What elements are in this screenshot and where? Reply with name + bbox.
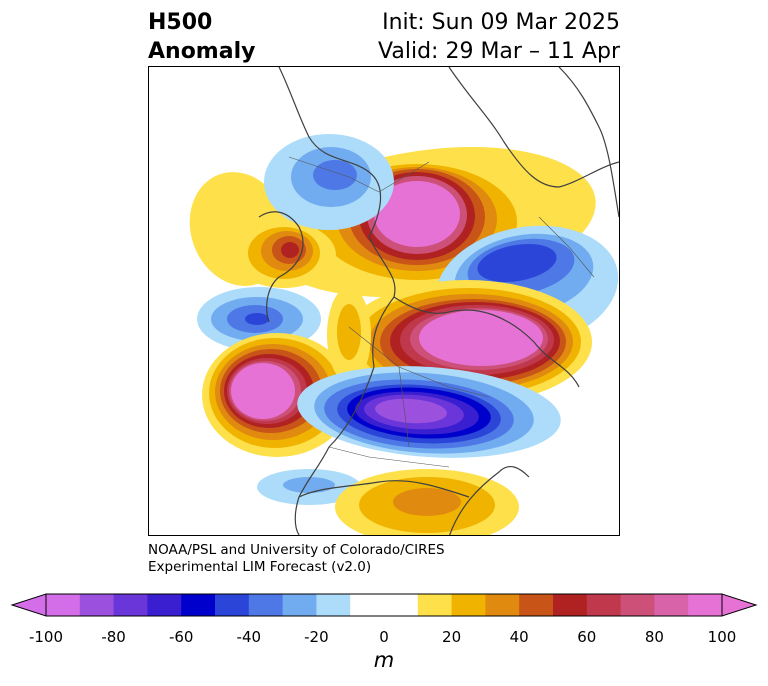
credit-line-1: NOAA/PSL and University of Colorado/CIRE…: [148, 542, 445, 558]
colorbar-segment: [688, 594, 723, 616]
colorbar-tick-label: -100: [28, 628, 64, 646]
country-borders: [288, 156, 595, 468]
colorbar-segment: [147, 594, 182, 616]
positive-anomaly-gulf: [335, 469, 519, 535]
colorbar-tick-label: -60: [168, 628, 194, 646]
colorbar-border: [45, 593, 723, 617]
colorbar-segment: [485, 594, 520, 616]
colorbar-tick-label: 20: [442, 628, 462, 646]
colorbar-segment: [586, 594, 622, 616]
map-title: H500 Anomaly: [148, 8, 255, 66]
colorbar-segment: [417, 594, 453, 616]
colorbar-segment: [654, 594, 689, 616]
positive-anomaly-atlantic: [189, 172, 336, 288]
colorbar-extend-high: [721, 593, 758, 617]
anomaly-map: [148, 66, 620, 536]
colorbar-extend-low: [10, 593, 47, 617]
colorbar-tick-label: -20: [304, 628, 329, 646]
colorbar: [10, 593, 758, 617]
credit-text: NOAA/PSL and University of Colorado/CIRE…: [148, 542, 445, 576]
valid-period: Valid: 29 Mar – 11 Apr: [378, 39, 620, 64]
coastlines: [258, 67, 619, 535]
negative-anomaly-east-pacific: [257, 469, 361, 505]
colorbar-tick-label: 40: [509, 628, 529, 646]
negative-anomaly-north-america: [297, 366, 561, 458]
colorbar-segment: [620, 594, 655, 616]
init-date: Init: Sun 09 Mar 2025: [382, 10, 620, 35]
map-canvas: [189, 67, 619, 535]
colorbar-tick-label: 80: [644, 628, 664, 646]
colorbar-segment: [113, 594, 148, 616]
colorbar-segment: [316, 594, 351, 616]
colorbar-segment: [46, 594, 81, 616]
colorbar-segment: [181, 594, 216, 616]
colorbar-segment: [79, 594, 115, 616]
colorbar-tick-label: 60: [577, 628, 597, 646]
negative-anomaly-northeast-russia: [264, 134, 394, 230]
title-field: Anomaly: [148, 39, 256, 64]
colorbar-tick-label: -80: [101, 628, 126, 646]
colorbar-segment: [451, 594, 486, 616]
positive-anomaly-alaska: [327, 287, 371, 383]
colorbar-unit-label: m: [373, 648, 395, 672]
colorbar-segment: [553, 594, 588, 616]
colorbar-tick-label: 100: [707, 628, 737, 646]
colorbar-segment: [519, 594, 554, 616]
credit-line-2: Experimental LIM Forecast (v2.0): [148, 559, 372, 575]
colorbar-segment: [215, 594, 250, 616]
colorbar-segment: [350, 594, 385, 616]
forecast-dates: Init: Sun 09 Mar 2025 Valid: 29 Mar – 11…: [378, 8, 620, 66]
colorbar-segment: [384, 594, 419, 616]
colorbar-tick-label: 0: [379, 628, 389, 646]
colorbar-segment: [282, 594, 317, 616]
colorbar-tick-label: -40: [236, 628, 262, 646]
title-variable: H500: [148, 10, 213, 35]
colorbar-segment: [248, 594, 284, 616]
